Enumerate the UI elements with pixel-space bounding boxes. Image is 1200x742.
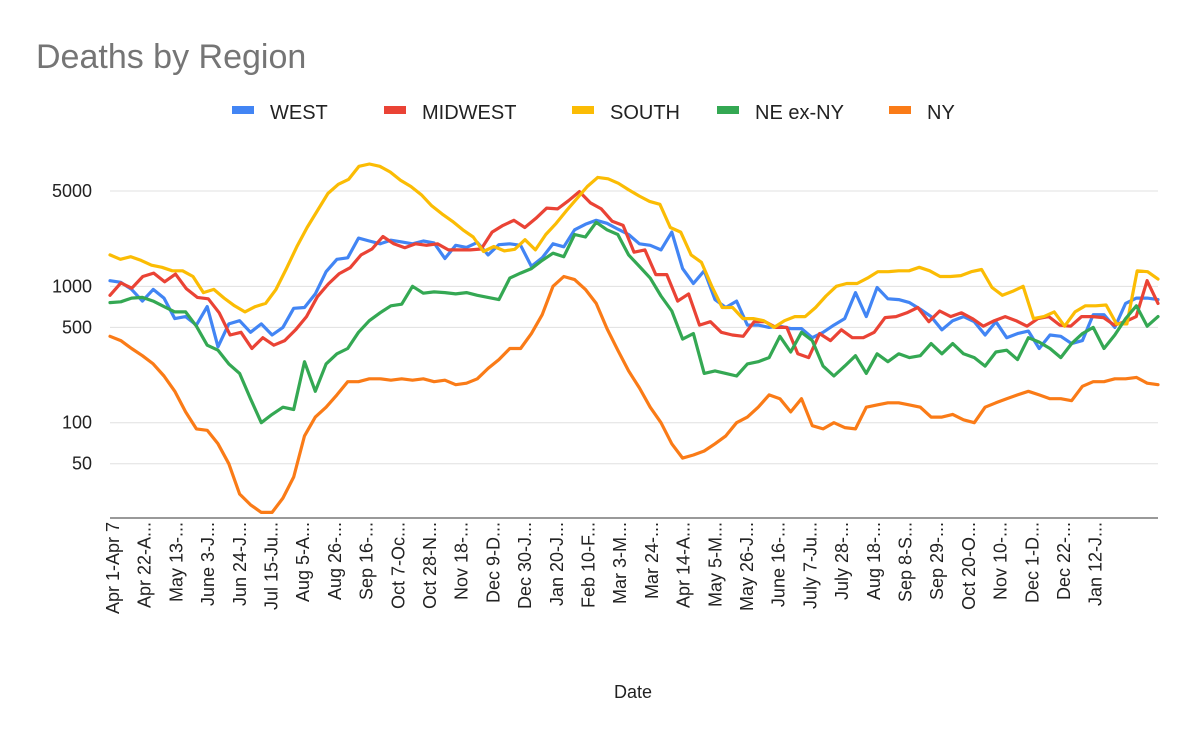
x-tick-label: Oct 20-O... <box>959 522 979 610</box>
x-tick-label: Feb 10-F... <box>579 522 599 608</box>
series-line-ne-ex-ny <box>108 220 1160 425</box>
x-axis-title: Date <box>614 682 652 702</box>
x-tick-label: Aug 18-... <box>864 522 884 600</box>
x-tick-label: May 13-... <box>166 522 186 602</box>
series-lines <box>108 162 1160 515</box>
legend-label: NY <box>927 102 955 124</box>
legend-swatch <box>384 106 406 114</box>
x-tick-label: Sep 8-S... <box>896 522 916 602</box>
x-tick-label: Jun 24-J... <box>230 522 250 606</box>
x-tick-label: Oct 7-Oc... <box>388 522 408 609</box>
x-tick-label: May 26-J... <box>737 522 757 611</box>
x-tick-label: Aug 5-A... <box>293 522 313 602</box>
legend-swatch <box>572 106 594 114</box>
legend-label: SOUTH <box>610 102 680 124</box>
x-tick-label: May 5-M... <box>705 522 725 607</box>
x-tick-label: Apr 1-Apr 7 <box>103 522 123 614</box>
legend-label: NE ex-NY <box>755 102 844 124</box>
series-line-ny <box>108 274 1160 515</box>
y-tick-label: 100 <box>62 413 92 433</box>
x-tick-label: July 28-... <box>832 522 852 600</box>
x-tick-label: Dec 30-J... <box>515 522 535 609</box>
x-tick-label: June 3-J... <box>198 522 218 606</box>
x-tick-label: Mar 3-M... <box>610 522 630 604</box>
legend-swatch <box>232 106 254 114</box>
y-tick-label: 50 <box>72 454 92 474</box>
x-tick-label: Dec 1-D... <box>1022 522 1042 603</box>
x-tick-label: Sep 16-... <box>357 522 377 600</box>
y-tick-label: 5000 <box>52 181 92 201</box>
x-tick-label: July 7-Ju... <box>800 522 820 609</box>
y-axis-tick-labels: 50 100 500 1000 5000 <box>52 181 92 474</box>
x-tick-label: June 16-... <box>769 522 789 607</box>
x-tick-label: Mar 24-... <box>642 522 662 599</box>
series-line-midwest <box>108 190 1160 360</box>
legend-label: WEST <box>270 102 328 124</box>
x-tick-label: Nov 18-... <box>452 522 472 600</box>
x-tick-label: Apr 14-A... <box>674 522 694 608</box>
y-tick-label: 1000 <box>52 276 92 296</box>
x-tick-label: Apr 22-A... <box>135 522 155 608</box>
series-line-west <box>108 218 1160 351</box>
legend-swatch <box>717 106 739 114</box>
x-tick-label: Jan 12-J... <box>1086 522 1106 606</box>
x-tick-label: Dec 22-... <box>1054 522 1074 600</box>
chart-legend: WEST MIDWEST SOUTH NE ex-NY NY <box>232 102 955 124</box>
x-tick-label: Oct 28-N... <box>420 522 440 609</box>
x-tick-label: Jul 15-Ju... <box>262 522 282 610</box>
legend-swatch <box>889 106 911 114</box>
x-tick-label: Sep 29-... <box>927 522 947 600</box>
x-tick-label: Aug 26-... <box>325 522 345 600</box>
series-line-south <box>108 162 1160 329</box>
x-tick-label: Dec 9-D... <box>483 522 503 603</box>
x-tick-label: Nov 10-... <box>991 522 1011 600</box>
chart-title: Deaths by Region <box>36 38 306 76</box>
x-tick-label: Jan 20-J... <box>547 522 567 606</box>
x-axis-tick-labels: Apr 1-Apr 7 Apr 22-A... May 13-... June 3-J… <box>103 522 1106 614</box>
y-tick-label: 500 <box>62 317 92 337</box>
legend-label: MIDWEST <box>422 102 516 124</box>
